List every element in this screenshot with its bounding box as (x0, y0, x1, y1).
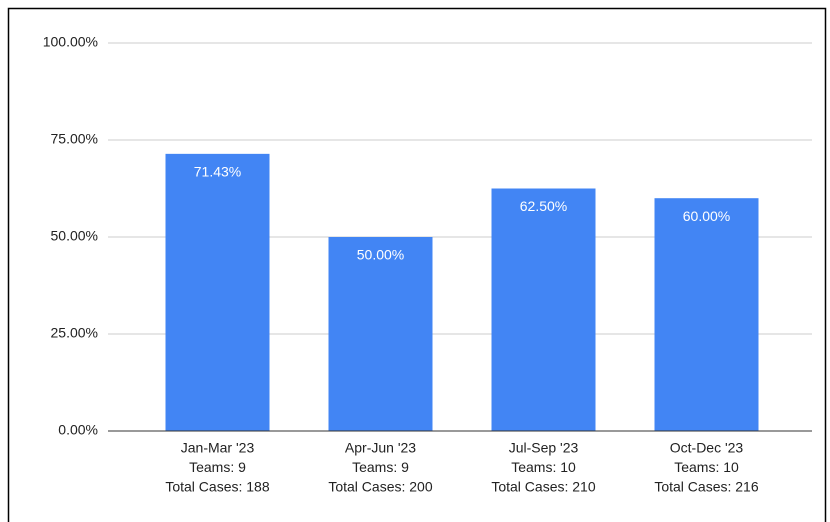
x-tick-label: Jul-Sep '23 (509, 440, 579, 456)
x-tick-label: Total Cases: 216 (654, 479, 758, 495)
value-label: 60.00% (683, 208, 730, 224)
value-label: 62.50% (520, 198, 567, 214)
bar (165, 153, 270, 431)
x-tick-label: Teams: 9 (352, 459, 409, 475)
value-label: 50.00% (357, 247, 404, 263)
bar (654, 198, 759, 431)
frame (7, 7, 827, 522)
y-tick-label: 25.00% (51, 325, 98, 341)
x-tick-label: Total Cases: 210 (491, 479, 595, 495)
x-tick-label: Oct-Dec '23 (670, 440, 744, 456)
bar (328, 237, 433, 431)
x-tick-label: Apr-Jun '23 (345, 440, 416, 456)
y-tick-label: 100.00% (43, 34, 98, 50)
x-tick-label: Teams: 9 (189, 459, 246, 475)
y-tick-label: 75.00% (51, 131, 98, 147)
value-label: 71.43% (194, 164, 241, 180)
x-tick-label: Total Cases: 200 (328, 479, 432, 495)
y-tick-label: 0.00% (58, 422, 98, 438)
x-tick-label: Teams: 10 (674, 459, 739, 475)
y-tick-label: 50.00% (51, 228, 98, 244)
x-tick-label: Teams: 10 (511, 459, 576, 475)
x-tick-label: Jan-Mar '23 (181, 440, 255, 456)
bar (491, 188, 596, 431)
x-tick-label: Total Cases: 188 (165, 479, 269, 495)
